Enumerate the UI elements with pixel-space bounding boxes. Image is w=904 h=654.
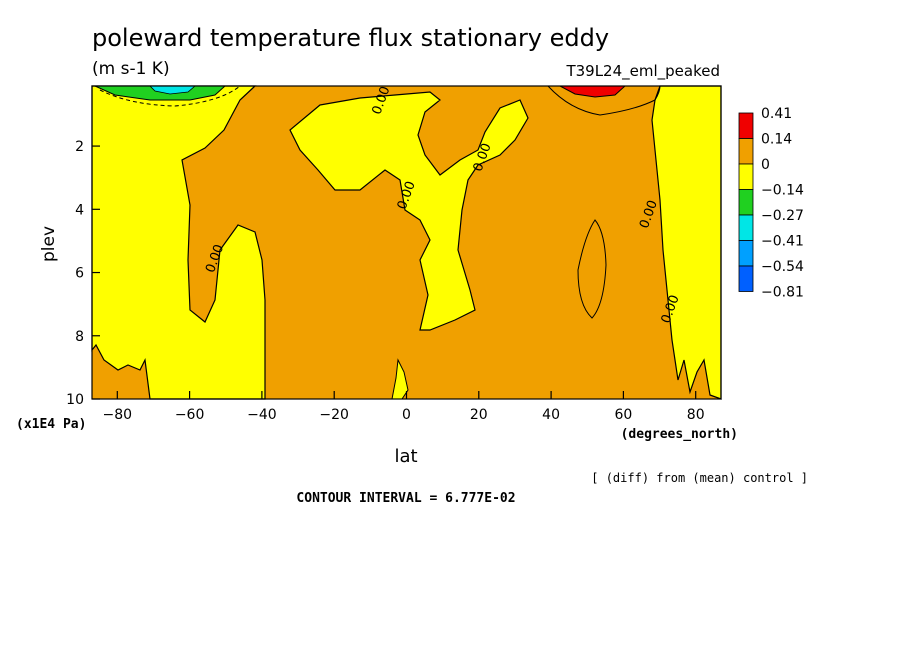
legend-label: −0.27 — [761, 208, 804, 224]
plot-area: 0.000.000.000.000.000.00 −80 −60 −40 −20 0 20… — [66, 84, 722, 423]
y-axis-label: plev — [39, 226, 59, 262]
x-tick-label: 40 — [542, 407, 560, 423]
legend-swatch — [738, 138, 754, 165]
legend-label: 0.41 — [761, 106, 792, 122]
field-region-south-yellow — [91, 85, 266, 400]
y-axis-units: (x1E4 Pa) — [16, 417, 86, 432]
legend-label: −0.41 — [761, 234, 804, 250]
legend-swatch — [738, 189, 754, 216]
legend-label: 0.14 — [761, 132, 792, 148]
x-axis-units: (degrees_north) — [621, 427, 738, 442]
axes: −80 −60 −40 −20 0 20 40 60 80 2 4 6 8 10 — [66, 139, 704, 423]
legend-swatch — [738, 265, 754, 292]
contour-interval: CONTOUR INTERVAL = 6.777E-02 — [296, 491, 515, 506]
x-tick-label: −80 — [103, 407, 133, 423]
field-region-central-yellow — [289, 91, 529, 331]
x-tick-label: −60 — [175, 407, 205, 423]
contour-negative-dashed — [99, 85, 241, 107]
x-tick-label: 20 — [470, 407, 488, 423]
y-tick-label: 10 — [66, 392, 84, 408]
colorbar-legend: 0.41 0.14 0 −0.14 −0.27 −0.41 −0.54 −0.81 — [738, 106, 804, 301]
x-tick-label: 0 — [402, 407, 411, 423]
footnote: [ (diff) from (mean) control ] — [591, 471, 808, 485]
legend-swatch — [738, 112, 754, 139]
legend-label: −0.81 — [761, 285, 804, 301]
x-tick-label: −20 — [319, 407, 349, 423]
contour-positive — [547, 85, 661, 116]
x-tick-label: 80 — [687, 407, 705, 423]
y-tick-label: 4 — [75, 202, 84, 218]
legend-label: −0.54 — [761, 259, 804, 275]
y-tick-label: 2 — [75, 139, 84, 155]
chart-units: (m s-1 K) — [92, 59, 170, 79]
legend-swatch — [738, 163, 754, 190]
legend-swatch — [738, 240, 754, 267]
run-label: T39L24_eml_peaked — [565, 62, 720, 81]
x-tick-label: −40 — [247, 407, 277, 423]
y-tick-label: 8 — [75, 329, 84, 345]
legend-label: −0.14 — [761, 183, 804, 199]
x-axis-label: lat — [394, 446, 417, 467]
chart-title: poleward temperature flux stationary edd… — [92, 24, 609, 52]
legend-label: 0 — [761, 157, 770, 173]
legend-swatch — [738, 214, 754, 241]
x-tick-label: 60 — [614, 407, 632, 423]
contour-positive-cell — [577, 219, 607, 319]
field-region-north-yellow — [651, 85, 722, 400]
y-tick-label: 6 — [75, 266, 84, 282]
